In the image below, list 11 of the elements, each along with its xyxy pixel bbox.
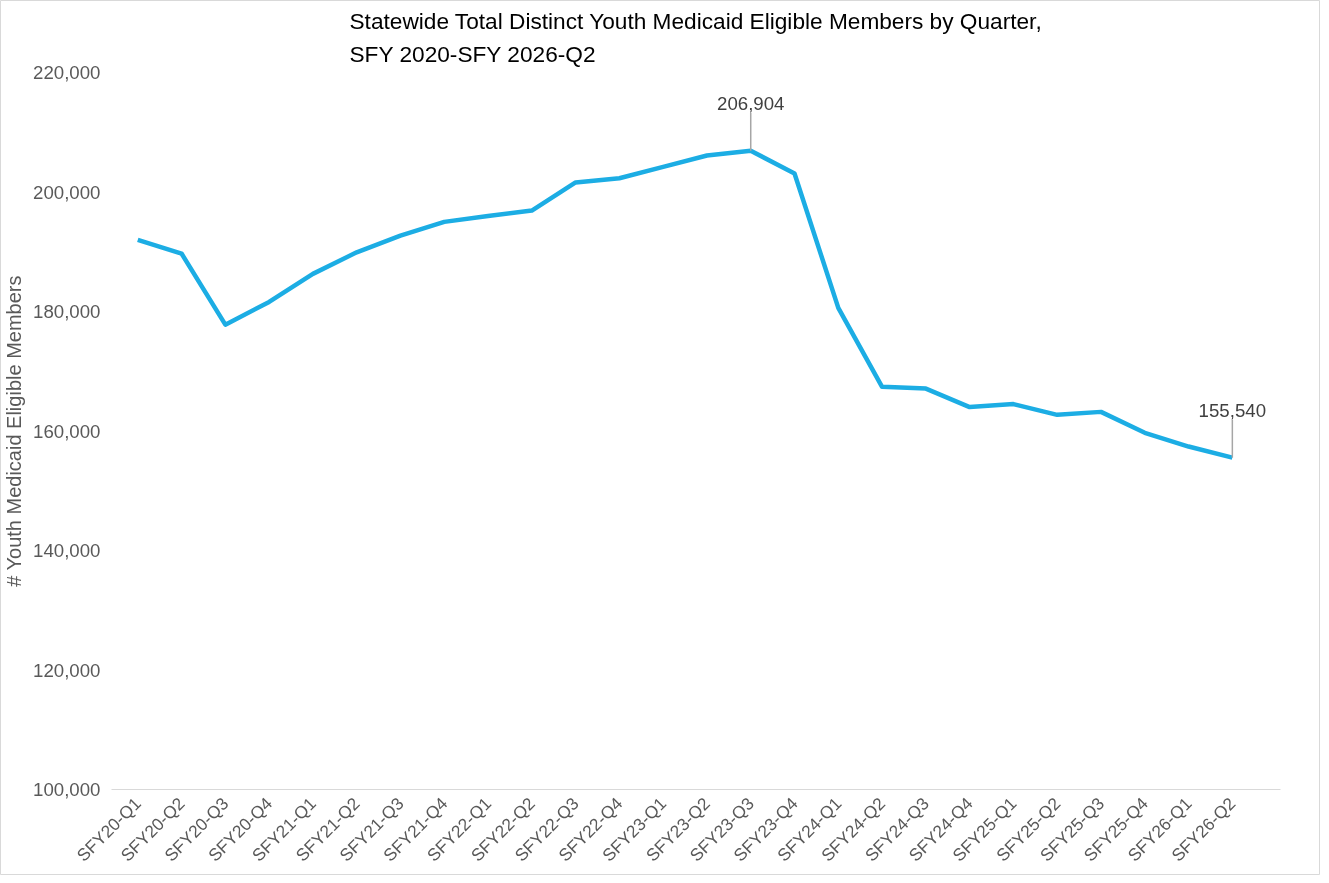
- y-axis-title: # Youth Medicaid Eligible Members: [3, 275, 26, 587]
- y-tick-label: 120,000: [33, 659, 101, 681]
- y-tick-label: 180,000: [33, 301, 101, 322]
- y-tick-label: 220,000: [33, 62, 101, 83]
- y-tick-label: 200,000: [33, 181, 101, 203]
- data-label: 155,540: [1198, 400, 1267, 422]
- y-tick-label: 160,000: [33, 420, 101, 442]
- y-tick-label: 140,000: [33, 540, 101, 561]
- data-label: 206,904: [717, 93, 785, 115]
- chart-title: Statewide Total Distinct Youth Medicaid Eligible Members by Quarter, SFY 2020-SFY 2026-Q2: [349, 7, 1042, 68]
- y-tick-label: 100,000: [33, 779, 101, 800]
